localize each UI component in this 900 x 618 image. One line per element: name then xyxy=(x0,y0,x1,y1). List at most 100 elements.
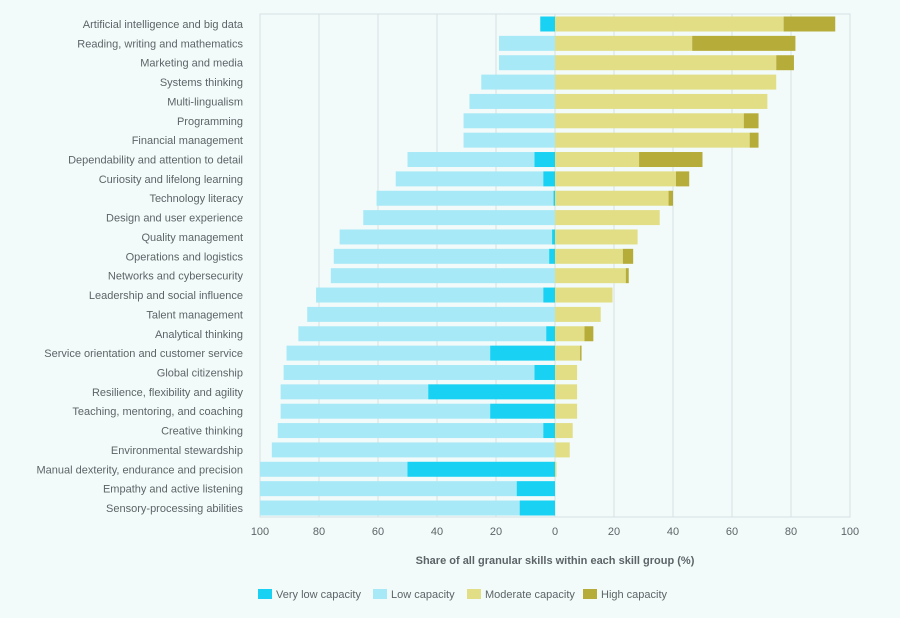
category-label: Analytical thinking xyxy=(155,329,243,341)
x-tick-label: 20 xyxy=(490,526,502,538)
category-label: Technology literacy xyxy=(149,193,243,205)
bar-moderate xyxy=(555,93,768,109)
bar-moderate xyxy=(555,171,676,187)
bar-very-low xyxy=(543,287,555,303)
category-label: Multi-lingualism xyxy=(167,96,243,108)
bar-high xyxy=(625,268,629,284)
bar-very-low xyxy=(490,345,555,361)
bar-low xyxy=(283,364,535,380)
x-axis-title: Share of all granular skills within each… xyxy=(416,555,695,567)
bar-very-low xyxy=(534,364,555,380)
bar-low xyxy=(407,152,535,168)
category-label: Sensory-processing abilities xyxy=(106,503,243,515)
category-label: Global citizenship xyxy=(157,367,243,379)
bar-moderate xyxy=(555,403,578,419)
bar-low xyxy=(271,442,555,458)
category-label: Leadership and social influence xyxy=(89,290,243,302)
bar-very-low xyxy=(540,16,555,32)
bar-moderate xyxy=(555,306,601,322)
bar-moderate xyxy=(555,16,784,32)
bar-very-low xyxy=(407,461,555,477)
bar-low xyxy=(498,35,555,51)
bar-low xyxy=(260,461,408,477)
bar-moderate xyxy=(555,132,750,148)
x-tick-label: 0 xyxy=(552,526,558,538)
bar-low xyxy=(469,93,555,109)
bar-low xyxy=(333,248,550,264)
bar-moderate xyxy=(555,210,660,226)
bar-very-low xyxy=(543,423,555,439)
category-label: Curiosity and lifelong learning xyxy=(99,174,243,186)
category-label: Reading, writing and mathematics xyxy=(77,38,243,50)
category-label: Design and user experience xyxy=(106,213,243,225)
bar-high xyxy=(639,152,703,168)
x-tick-label: 80 xyxy=(313,526,325,538)
bar-very-low xyxy=(428,384,555,400)
category-label: Empathy and active listening xyxy=(103,484,243,496)
bar-high xyxy=(675,171,690,187)
bar-low xyxy=(277,423,544,439)
bar-very-low xyxy=(490,403,555,419)
bar-low xyxy=(463,113,555,129)
bar-moderate xyxy=(555,384,578,400)
category-label: Financial management xyxy=(132,135,243,147)
legend-label: High capacity xyxy=(601,589,668,601)
category-label: Quality management xyxy=(142,232,244,244)
bar-low xyxy=(260,500,520,516)
bar-very-low xyxy=(549,248,555,264)
bar-moderate xyxy=(555,345,581,361)
bar-low xyxy=(316,287,544,303)
legend-label: Moderate capacity xyxy=(485,589,575,601)
bar-moderate xyxy=(555,229,638,245)
x-tick-label: 80 xyxy=(785,526,797,538)
bar-high xyxy=(743,113,759,129)
legend-swatch-low xyxy=(373,589,387,599)
category-label: Networks and cybersecurity xyxy=(108,271,244,283)
bar-low xyxy=(330,268,555,284)
category-label: Service orientation and customer service xyxy=(44,348,243,360)
bar-low xyxy=(280,403,491,419)
bar-low xyxy=(307,306,555,322)
bar-very-low xyxy=(553,190,555,206)
category-label: Environmental stewardship xyxy=(111,445,243,457)
bar-moderate xyxy=(555,35,693,51)
bar-low xyxy=(298,326,547,342)
bar-moderate xyxy=(555,248,623,264)
bar-low xyxy=(286,345,491,361)
bar-very-low xyxy=(534,152,555,168)
category-label: Teaching, mentoring, and coaching xyxy=(72,406,243,418)
x-tick-label: 40 xyxy=(431,526,443,538)
bar-moderate xyxy=(555,190,669,206)
bar-moderate xyxy=(555,74,777,90)
x-tick-label: 100 xyxy=(841,526,859,538)
bar-high xyxy=(580,345,582,361)
bar-very-low xyxy=(552,229,555,245)
category-label: Resilience, flexibility and agility xyxy=(92,387,244,399)
bar-low xyxy=(376,190,554,206)
category-label: Programming xyxy=(177,116,243,128)
bar-moderate xyxy=(555,113,744,129)
category-label: Operations and logistics xyxy=(126,251,244,263)
x-tick-label: 60 xyxy=(372,526,384,538)
bar-low xyxy=(463,132,555,148)
bar-very-low xyxy=(519,500,555,516)
bar-high xyxy=(749,132,759,148)
bar-low xyxy=(280,384,429,400)
bar-low xyxy=(395,171,544,187)
bar-moderate xyxy=(555,55,777,71)
bar-very-low xyxy=(543,171,555,187)
category-label: Manual dexterity, endurance and precisio… xyxy=(37,464,243,476)
bar-high xyxy=(622,248,634,264)
x-tick-label: 100 xyxy=(251,526,269,538)
bar-moderate xyxy=(555,364,578,380)
bar-high xyxy=(668,190,673,206)
bar-high xyxy=(776,55,794,71)
category-label: Systems thinking xyxy=(160,77,243,89)
bar-low xyxy=(363,210,555,226)
bar-high xyxy=(692,35,796,51)
category-label: Artificial intelligence and big data xyxy=(83,19,244,31)
bar-very-low xyxy=(546,326,555,342)
bar-low xyxy=(498,55,555,71)
